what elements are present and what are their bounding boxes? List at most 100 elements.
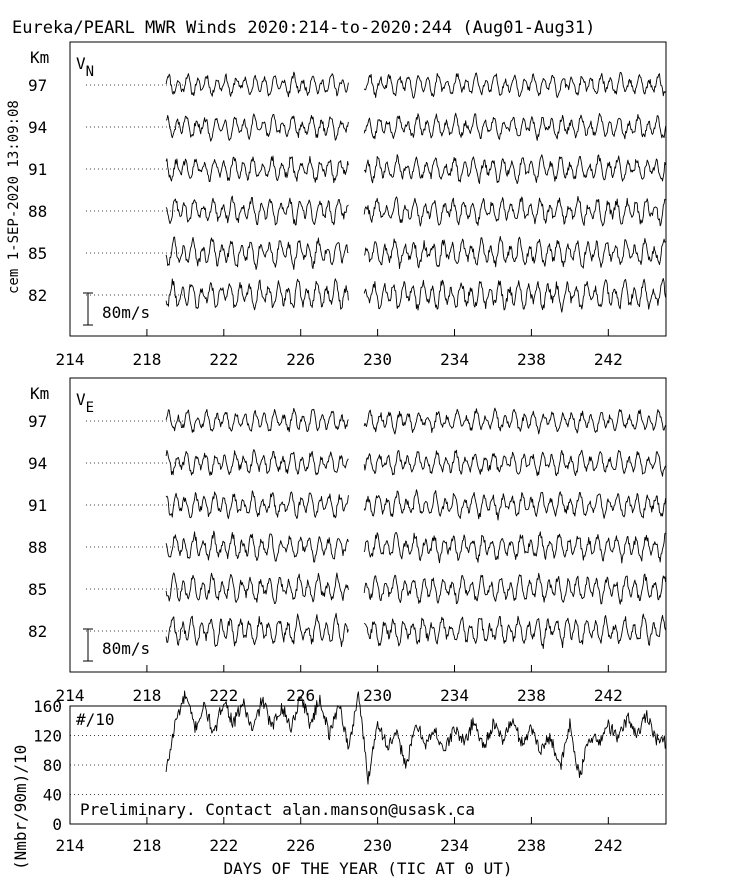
panel-ve-scale-bar [83, 628, 93, 662]
counts-x-tick-label-230: 230 [363, 836, 392, 855]
panel-vn-unit: Km [30, 48, 49, 67]
ve-x-tick-label-242: 242 [594, 686, 623, 705]
ve-height-label-88: 88 [28, 538, 47, 557]
vn-trace-85km-part2 [363, 235, 666, 270]
counts-inner-label: #/10 [76, 710, 115, 729]
ve-trace-91km-part2 [363, 489, 667, 521]
counts-x-tick-label-214: 214 [56, 836, 85, 855]
ve-trace-88km-part1 [165, 530, 349, 563]
vn-height-label-91: 91 [28, 160, 47, 179]
panel-vn: Km VN 80m/s 97 94 91 88 85 82 214 218 222 226 230… [28, 41, 667, 369]
vn-trace-97km-part1 [165, 71, 349, 98]
counts-x-ticks: 214 218 222 226 230 234 238 242 [56, 817, 623, 855]
ve-trace-97km-part2 [363, 407, 667, 435]
panel-ve-label: VE [76, 390, 94, 416]
ve-trace-82km-part2 [363, 613, 667, 649]
counts-y-tick-labels: 0 40 80 120 160 [33, 697, 62, 834]
chart-title: Eureka/PEARL MWR Winds 2020:214-to-2020:… [12, 18, 595, 38]
panel-vn-label-main: V [76, 54, 86, 73]
counts-y-tick-label-160: 160 [33, 697, 62, 716]
vn-x-tick-label-214: 214 [56, 350, 85, 369]
counts-y-axis-label: (Nmbr/90m)/10 [11, 745, 30, 870]
counts-y-tick-label-80: 80 [43, 756, 62, 775]
ve-trace-88km-part2 [363, 531, 666, 564]
vn-trace-85km-part1 [165, 236, 349, 270]
counts-x-tick-label-218: 218 [132, 836, 161, 855]
vn-x-tick-label-222: 222 [209, 350, 238, 369]
vn-x-tick-label-242: 242 [594, 350, 623, 369]
vn-trace-94km-part2 [363, 112, 667, 141]
vn-height-label-85: 85 [28, 244, 47, 263]
vn-trace-94km-part1 [165, 113, 349, 142]
panel-ve-label-sub: E [86, 400, 94, 416]
panel-ve: Km VE 80m/s 97 94 91 88 85 82 214 218 222 226 230… [28, 377, 667, 705]
contact-note: Preliminary. Contact alan.manson@usask.c… [80, 800, 475, 819]
vn-trace-82km-part1 [165, 278, 349, 311]
vn-trace-97km-part2 [363, 72, 666, 99]
ve-x-tick-label-222: 222 [209, 686, 238, 705]
counts-x-tick-label-242: 242 [594, 836, 623, 855]
ve-trace-82km-part1 [165, 612, 349, 648]
vn-trace-88km-part2 [363, 195, 666, 227]
vn-trace-88km-part1 [165, 195, 349, 226]
panel-ve-label-main: V [76, 390, 86, 409]
ve-height-label-85: 85 [28, 580, 47, 599]
vn-x-tick-label-218: 218 [132, 350, 161, 369]
ve-x-tick-label-214: 214 [56, 686, 85, 705]
vn-x-tick-label-238: 238 [517, 350, 546, 369]
panel-vn-gridlines [86, 84, 184, 296]
counts-x-tick-label-226: 226 [286, 836, 315, 855]
panel-ve-traces [165, 407, 667, 649]
panel-vn-traces [165, 71, 667, 313]
panel-vn-frame [69, 41, 667, 337]
counts-y-tick-label-120: 120 [33, 727, 62, 746]
counts-y-tick-label-0: 0 [52, 815, 62, 834]
ve-x-tick-label-226: 226 [286, 686, 315, 705]
vn-trace-82km-part2 [363, 278, 667, 313]
panel-ve-unit: Km [30, 384, 49, 403]
ve-x-tick-label-218: 218 [132, 686, 161, 705]
counts-x-tick-label-234: 234 [440, 836, 469, 855]
panel-counts: (Nmbr/90m)/10 #/10 Preliminary. Contact … [11, 690, 667, 870]
ve-height-label-94: 94 [28, 454, 47, 473]
panel-vn-label: VN [76, 54, 94, 80]
vn-x-tick-label-234: 234 [440, 350, 469, 369]
ve-trace-91km-part1 [165, 490, 349, 520]
counts-series [165, 690, 666, 785]
vn-height-label-97: 97 [28, 76, 47, 95]
ve-trace-85km-part1 [165, 572, 349, 604]
vn-x-tick-label-230: 230 [363, 350, 392, 369]
vn-trace-91km-part1 [165, 155, 349, 184]
ve-height-label-97: 97 [28, 412, 47, 431]
ve-height-label-82: 82 [28, 622, 47, 641]
panel-ve-gridlines [86, 420, 184, 632]
ve-x-tick-label-230: 230 [363, 686, 392, 705]
x-axis-title: DAYS OF THE YEAR (TIC AT 0 UT) [224, 859, 513, 877]
vn-x-tick-label-226: 226 [286, 350, 315, 369]
vn-trace-91km-part2 [363, 154, 667, 185]
vn-height-label-88: 88 [28, 202, 47, 221]
ve-trace-94km-part1 [165, 449, 349, 476]
panel-ve-x-ticks: 214 218 222 226 230 234 238 242 [56, 665, 623, 705]
timestamp-label: cem 1-SEP-2020 13:09:08 [6, 100, 22, 294]
ve-trace-97km-part1 [165, 407, 349, 433]
panel-vn-scale-bar [83, 292, 93, 326]
panel-ve-scale-label: 80m/s [102, 639, 150, 658]
counts-series-line [165, 690, 666, 785]
vn-height-label-82: 82 [28, 286, 47, 305]
ve-trace-85km-part2 [363, 572, 667, 605]
ve-x-tick-label-234: 234 [440, 686, 469, 705]
panel-ve-height-labels: 97 94 91 88 85 82 [28, 412, 47, 641]
ve-trace-94km-part2 [363, 449, 667, 477]
panel-vn-height-labels: 97 94 91 88 85 82 [28, 76, 47, 305]
panel-vn-label-sub: N [86, 64, 94, 80]
panel-vn-x-ticks: 214 218 222 226 230 234 238 242 [56, 329, 623, 369]
panel-ve-frame [69, 377, 667, 673]
counts-x-tick-label-238: 238 [517, 836, 546, 855]
ve-height-label-91: 91 [28, 496, 47, 515]
vn-height-label-94: 94 [28, 118, 47, 137]
panel-vn-scale-label: 80m/s [102, 303, 150, 322]
counts-y-tick-label-40: 40 [43, 786, 62, 805]
counts-x-tick-label-222: 222 [209, 836, 238, 855]
